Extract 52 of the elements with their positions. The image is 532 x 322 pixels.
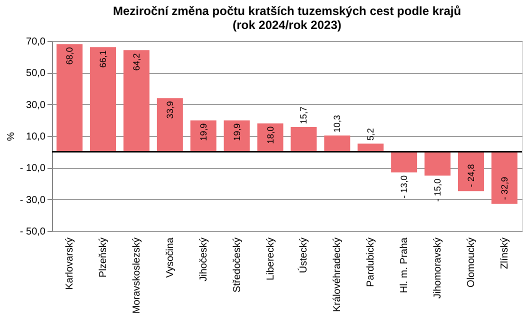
bar [290,126,317,152]
x-tick-label: Středočeský [232,238,243,293]
data-label: - 13,0 [399,175,410,198]
x-tick-label: Pardubický [366,238,377,287]
data-label: 5,2 [366,128,376,141]
x-tick-label: Moravskoslezský [131,238,142,314]
data-label: 64,2 [131,53,142,71]
x-tick-label: Hl. m. Praha [399,237,410,294]
x-tick-label: Ústecký [298,238,310,274]
text: Meziroční změna počtu kratších tuzemských cest podle krajů [112,4,462,18]
bar [391,152,418,172]
y-tick-label: 70,0 [26,36,46,48]
data-label: 15,7 [298,106,309,124]
data-label: 10,3 [332,114,342,133]
x-tick-label: Jihočeský [198,238,210,282]
bar [324,136,350,152]
data-label: - 24,8 [466,164,476,188]
x-tick-label: Zlínský [499,238,510,270]
y-tick-label: 10,0 [26,132,46,142]
x-tick-label: Olomoucký [466,238,477,288]
y-tick-label: - 30,0 [20,194,46,206]
bar [156,98,183,152]
y-tick-label: 30,0 [26,100,46,111]
bar [257,123,284,152]
x-tick-label: Královéhradecký [332,238,344,312]
x-tick-label: Liberecký [265,238,276,280]
bar [424,152,451,176]
bar [56,44,83,152]
bar [358,144,384,152]
y-axis-title: % [6,132,17,141]
data-label: - 15,0 [432,178,443,202]
bar [491,152,518,204]
x-tick-label: Jihomoravský [432,238,444,299]
text: (rok 2024/rok 2023) [232,18,342,32]
data-label: 19,9 [198,123,208,141]
data-label: - 32,9 [499,176,510,200]
data-label: 68,0 [64,47,75,65]
data-label: 19,9 [232,123,242,141]
bar [190,120,216,152]
data-label: 66,1 [98,50,108,68]
data-label: 18,0 [265,126,276,144]
bar [458,152,484,192]
bar [90,47,116,152]
x-tick-label: Vysočina [164,237,176,278]
x-tick-label: Plzeňský [98,238,110,278]
data-label: 33,9 [164,101,175,119]
bar [224,120,250,152]
x-tick-label: Karlovarský [64,238,76,290]
y-tick-label: - 10,0 [20,163,46,174]
bar [123,50,150,152]
y-tick-label: - 50,0 [20,226,46,238]
y-tick-label: 50,0 [26,68,46,80]
